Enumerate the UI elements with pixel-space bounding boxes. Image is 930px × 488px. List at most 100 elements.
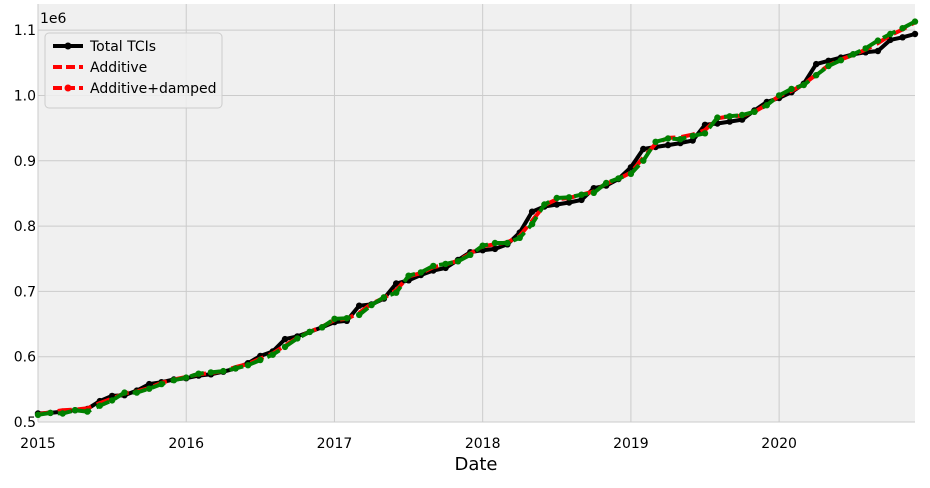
x-tick-label: 2015 [20, 436, 56, 452]
y-tick-label: 0.9 [14, 154, 36, 170]
data-point [578, 196, 585, 204]
data-point [837, 57, 845, 64]
data-point [726, 113, 733, 120]
data-point [615, 175, 622, 182]
data-point [528, 220, 536, 228]
data-point [96, 402, 104, 409]
data-point [108, 397, 116, 404]
data-point [318, 324, 326, 331]
data-point [306, 328, 313, 336]
data-point [578, 191, 585, 198]
legend-label: Additive [90, 60, 147, 76]
data-point [850, 51, 857, 58]
data-point [825, 62, 832, 70]
data-point [281, 335, 289, 343]
data-point [874, 37, 882, 44]
data-point [565, 199, 573, 206]
data-point [183, 374, 190, 381]
data-point [59, 410, 66, 417]
series-3 [34, 18, 919, 418]
legend-label: Additive+damped [90, 81, 217, 97]
y-tick-label: 0.6 [14, 350, 36, 366]
data-point [71, 407, 79, 414]
y-tick-label: 0.8 [14, 219, 36, 235]
x-tick-label: 2020 [761, 436, 797, 452]
data-point [356, 311, 363, 319]
data-point [393, 280, 400, 287]
data-point [430, 262, 437, 270]
data-point [84, 408, 91, 415]
data-point [454, 258, 462, 265]
data-point [47, 409, 54, 417]
data-point [207, 369, 215, 376]
data-point [133, 389, 140, 396]
data-point [356, 302, 363, 309]
y-tick-label: 0.5 [14, 415, 36, 431]
data-point [652, 138, 659, 145]
data-point [911, 30, 919, 38]
data-point [800, 81, 807, 89]
legend-marker [64, 42, 72, 50]
data-point [763, 102, 770, 109]
data-point [528, 208, 536, 215]
data-point [603, 179, 610, 187]
series-layer [34, 18, 919, 418]
axes: 2015 2016 2017 2018 2019 2020 0.5 0.6 0.7 0.8 0.9 1… [14, 23, 797, 452]
data-point [491, 239, 499, 247]
y-tick-label: 1.0 [14, 88, 36, 104]
data-point [813, 72, 820, 79]
data-point [467, 251, 474, 258]
data-point [788, 85, 795, 93]
data-point [393, 289, 400, 296]
data-point [911, 18, 919, 25]
x-tick-label: 2018 [465, 436, 501, 452]
data-point [862, 45, 869, 52]
data-point [738, 116, 746, 123]
x-tick-label: 2016 [168, 436, 204, 452]
data-point [553, 194, 560, 202]
data-point [689, 137, 696, 144]
data-point [887, 30, 894, 38]
data-point [269, 351, 276, 358]
data-point [220, 367, 227, 375]
data-point [874, 47, 882, 55]
legend: Total TCIs Additive Additive+damped [44, 32, 223, 109]
data-point [714, 114, 721, 121]
data-point [738, 111, 746, 119]
data-point [491, 245, 499, 253]
data-point [158, 380, 165, 388]
y-offset-label: 1e6 [40, 11, 67, 27]
data-point [689, 132, 696, 140]
data-point [244, 362, 252, 369]
x-tick-label: 2017 [317, 436, 353, 452]
data-point [405, 272, 412, 279]
data-point [257, 356, 264, 364]
data-point [825, 57, 832, 64]
data-point [442, 260, 449, 268]
data-point [368, 301, 375, 309]
data-point [417, 269, 425, 276]
data-point [627, 170, 635, 177]
data-point [195, 370, 202, 377]
data-point [664, 141, 672, 149]
data-point [34, 411, 42, 418]
data-point [640, 145, 647, 153]
data-point [565, 194, 573, 201]
data-point [899, 25, 906, 32]
legend-box [44, 32, 223, 109]
data-point [146, 380, 153, 388]
grid [37, 4, 915, 423]
data-point [281, 343, 289, 351]
data-point [726, 118, 733, 125]
data-point [751, 108, 758, 116]
data-point [640, 157, 647, 164]
data-point [170, 377, 178, 384]
data-point [813, 60, 820, 68]
data-point [479, 242, 486, 249]
data-point [294, 335, 301, 342]
data-point [504, 239, 511, 247]
legend-label: Total TCIs [89, 39, 156, 55]
data-point [380, 294, 388, 301]
data-point [553, 201, 560, 208]
x-axis-label: Date [454, 454, 497, 475]
